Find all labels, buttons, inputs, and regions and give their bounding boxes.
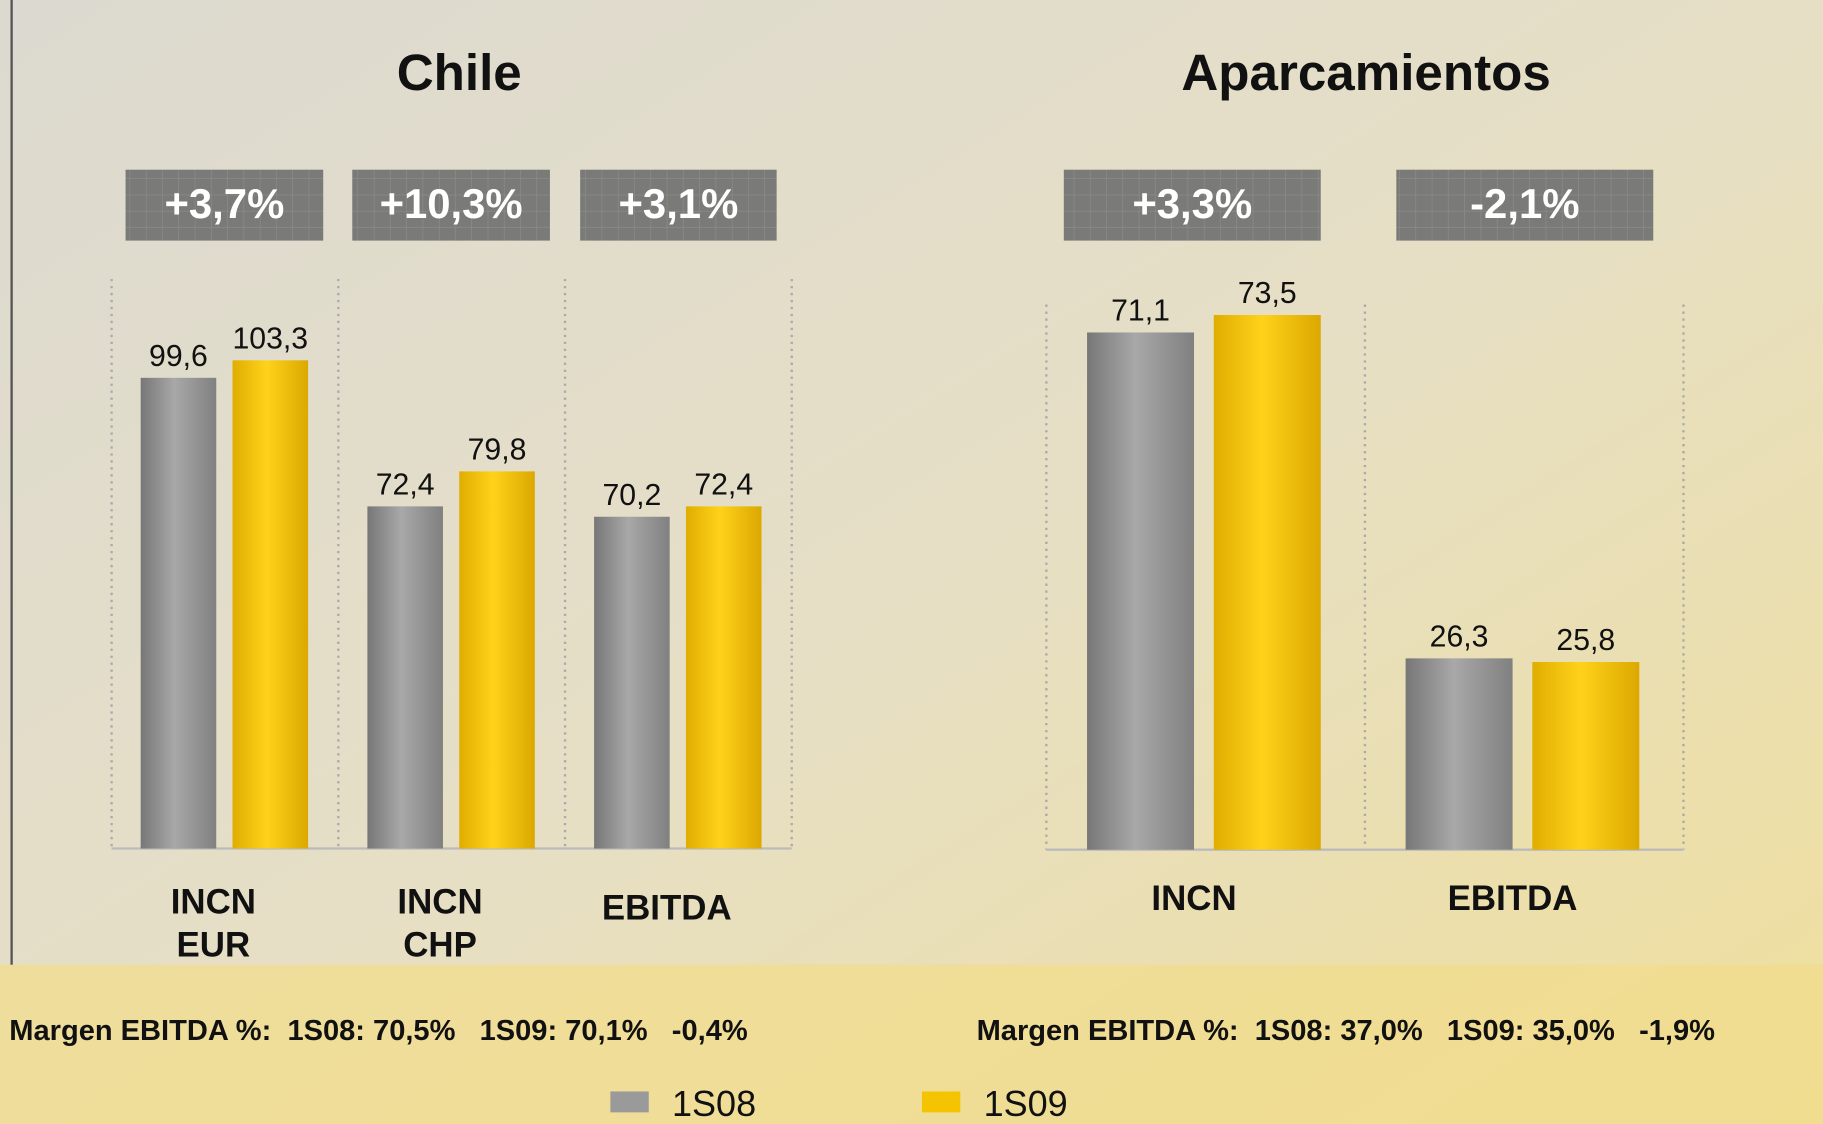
footnote: Margen EBITDA %: 1S08: 37,0% 1S09: 35,0%…	[977, 1015, 1716, 1047]
growth-label: +3,7%	[164, 180, 284, 227]
value-label: 79,8	[468, 434, 527, 467]
legend-swatch	[921, 1091, 961, 1113]
legend-label: 1S09	[984, 1083, 1068, 1124]
value-label: 26,3	[1430, 621, 1489, 654]
growth-badge	[1063, 169, 1321, 241]
value-label: 72,4	[694, 469, 753, 502]
value-label: 70,2	[602, 479, 661, 512]
category-label: INCN CHP	[397, 883, 482, 965]
category-label: INCN	[1151, 879, 1236, 918]
growth-label: +3,3%	[1132, 180, 1252, 227]
bar	[1532, 661, 1640, 850]
legend-label: 1S08	[672, 1083, 756, 1124]
bar	[1405, 658, 1513, 850]
bar	[685, 506, 762, 849]
bar	[459, 471, 535, 849]
category-label: EBITDA	[602, 888, 732, 927]
value-label: 72,4	[376, 469, 435, 502]
growth-label: +10,3%	[380, 180, 523, 227]
bar	[1213, 314, 1321, 850]
growth-label: +3,1%	[618, 180, 738, 227]
chart-title: Chile	[397, 44, 522, 101]
growth-label: -2,1%	[1470, 180, 1579, 227]
category-label: INCN EUR	[171, 883, 256, 965]
growth-badge	[1396, 169, 1654, 241]
bar	[232, 360, 309, 849]
bar	[367, 506, 443, 849]
growth-badge	[352, 169, 550, 241]
bar	[1087, 332, 1195, 850]
legend-swatch	[610, 1091, 649, 1113]
bar	[594, 516, 670, 849]
value-label: 71,1	[1111, 295, 1170, 328]
value-label: 73,5	[1238, 277, 1297, 310]
growth-badge	[125, 169, 324, 241]
value-label: 103,3	[232, 323, 308, 356]
value-label: 99,6	[149, 340, 208, 373]
growth-badge	[580, 169, 777, 241]
bar	[140, 377, 217, 849]
value-label: 25,8	[1556, 624, 1615, 657]
footnote: Margen EBITDA %: 1S08: 70,5% 1S09: 70,1%…	[9, 1015, 748, 1047]
chart-title: Aparcamientos	[1181, 44, 1550, 101]
footer-band	[0, 964, 1823, 1124]
category-label: EBITDA	[1448, 879, 1578, 918]
